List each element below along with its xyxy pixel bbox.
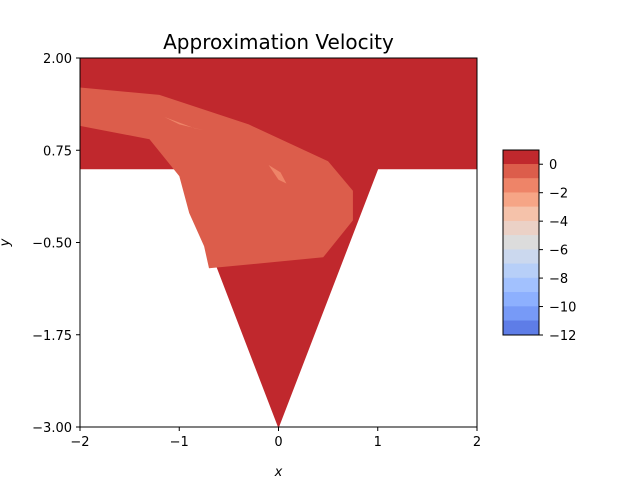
colorbar-tick-label: −8 (549, 272, 568, 287)
y-axis: 2.00 0.75 −0.50 −1.75 −3.00 (32, 52, 80, 436)
contour-region-2 (268, 165, 287, 184)
x-axis: −2 −1 0 1 2 (70, 427, 481, 450)
colorbar-swatch (502, 235, 540, 250)
colorbar-tick-label: −2 (549, 187, 568, 202)
colorbar-frame (502, 149, 540, 336)
colorbar-swatch (502, 149, 540, 165)
colorbar-swatch (502, 306, 540, 322)
colorbar: 0 −2 −4 −6 −8 −10 −12 (502, 149, 576, 344)
colorbar-swatch (502, 163, 540, 179)
colorbar-swatch (502, 263, 540, 279)
colorbar-swatch (502, 178, 540, 193)
x-tick-label: 2 (473, 435, 481, 450)
colorbar-swatch (502, 292, 540, 307)
x-tick-label: −1 (170, 435, 189, 450)
colorbar-tick-label: −4 (549, 215, 568, 230)
colorbar-tick-label: −6 (549, 244, 568, 259)
y-tick-label: −0.50 (32, 237, 72, 252)
plot-area (80, 58, 477, 427)
y-tick-label: 0.75 (43, 144, 72, 159)
colorbar-swatch (502, 320, 540, 336)
x-tick-label: 1 (374, 435, 382, 450)
y-tick-label: −3.00 (32, 421, 72, 436)
colorbar-swatch (502, 249, 540, 265)
contour-region-0 (80, 87, 353, 269)
colorbar-swatch (502, 277, 540, 293)
y-axis-label: y (0, 238, 13, 247)
colorbar-tick-label: −10 (549, 301, 576, 316)
colorbar-tick-label: 0 (549, 158, 557, 173)
x-tick-label: −2 (70, 435, 89, 450)
colorbar-tick-label: −12 (549, 329, 576, 344)
y-tick-label: 2.00 (43, 52, 72, 67)
colorbar-swatch (502, 220, 540, 236)
x-axis-label: x (274, 465, 283, 480)
y-tick-label: −1.75 (32, 329, 72, 344)
chart-title: Approximation Velocity (163, 30, 394, 54)
colorbar-swatch (502, 206, 540, 222)
colorbar-swatch (502, 192, 540, 208)
x-tick-label: 0 (274, 435, 282, 450)
